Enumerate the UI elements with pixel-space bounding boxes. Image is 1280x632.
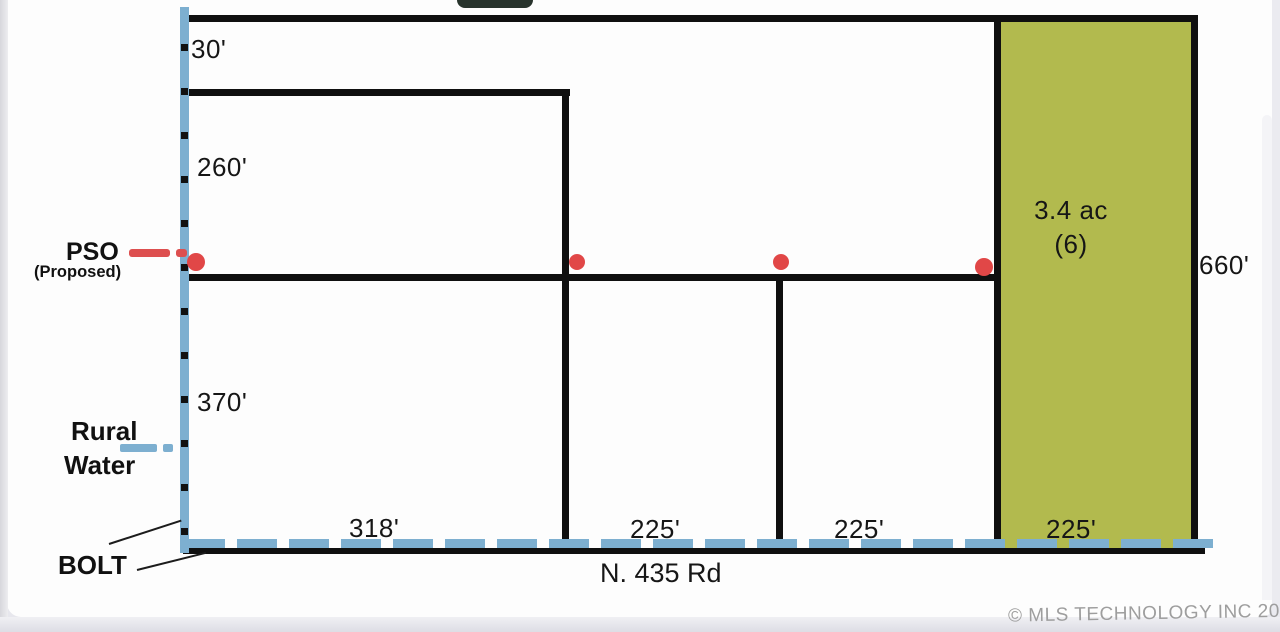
dim-frontage-lot6: 225' — [1046, 514, 1097, 544]
road-name-label: N. 435 Rd — [600, 558, 722, 588]
pso-marker-dot-4 — [975, 258, 993, 276]
sheet-page-edge — [1262, 115, 1272, 600]
lot-line-middle — [183, 274, 1000, 281]
bolt-label: BOLT — [58, 550, 127, 580]
south-water-dashed-line — [185, 539, 1213, 548]
pso-label: PSO — [66, 238, 119, 266]
rural-water-line — [180, 7, 189, 553]
rural-water-pointer-dash-long — [120, 444, 157, 452]
rural-water-pointer-dash-short — [163, 444, 173, 452]
boundary-north — [183, 15, 1198, 22]
pso-marker-dot-1 — [187, 253, 205, 271]
dim-frontage-lot2: 225' — [630, 514, 681, 544]
lot-line-vertical-2 — [776, 274, 783, 554]
boundary-south-road-line — [183, 548, 1205, 554]
dim-top-setback: 30' — [191, 34, 227, 64]
lot-6-west-border — [994, 15, 1001, 554]
pso-pointer-dash-long — [129, 249, 170, 257]
pso-pointer-dash-short — [176, 249, 187, 257]
dim-lower-west-depth: 370' — [197, 387, 248, 417]
lot-6-area-label: 3.4 ac — [1034, 195, 1108, 225]
highlighted-lot-6 — [1000, 22, 1191, 548]
rural-water-label-line2: Water — [64, 450, 136, 480]
boundary-east — [1191, 15, 1198, 554]
copyright-text: © MLS TECHNOLOGY INC 2025 — [1007, 600, 1280, 627]
dim-frontage-lot1: 318' — [349, 513, 400, 543]
pso-marker-dot-2 — [569, 254, 585, 270]
cropped-overlay-tab — [457, 0, 533, 8]
sheet-bottom-edge — [0, 617, 1280, 632]
dim-frontage-lot3: 225' — [834, 514, 885, 544]
lot-6-number-label: (6) — [1054, 229, 1088, 259]
pso-marker-dot-3 — [773, 254, 789, 270]
dim-upper-west-depth: 260' — [197, 152, 248, 182]
dim-east-depth: 660' — [1199, 250, 1250, 280]
lot-line-vertical-1 — [562, 89, 569, 554]
rural-water-label-line1: Rural — [71, 416, 138, 446]
sheet-left-edge — [0, 0, 8, 617]
lot-line-260-top — [183, 89, 570, 96]
rural-water-line-dashes — [181, 44, 188, 547]
pso-sub-label: (Proposed) — [34, 263, 122, 281]
sheet-right-edge — [1272, 0, 1280, 617]
